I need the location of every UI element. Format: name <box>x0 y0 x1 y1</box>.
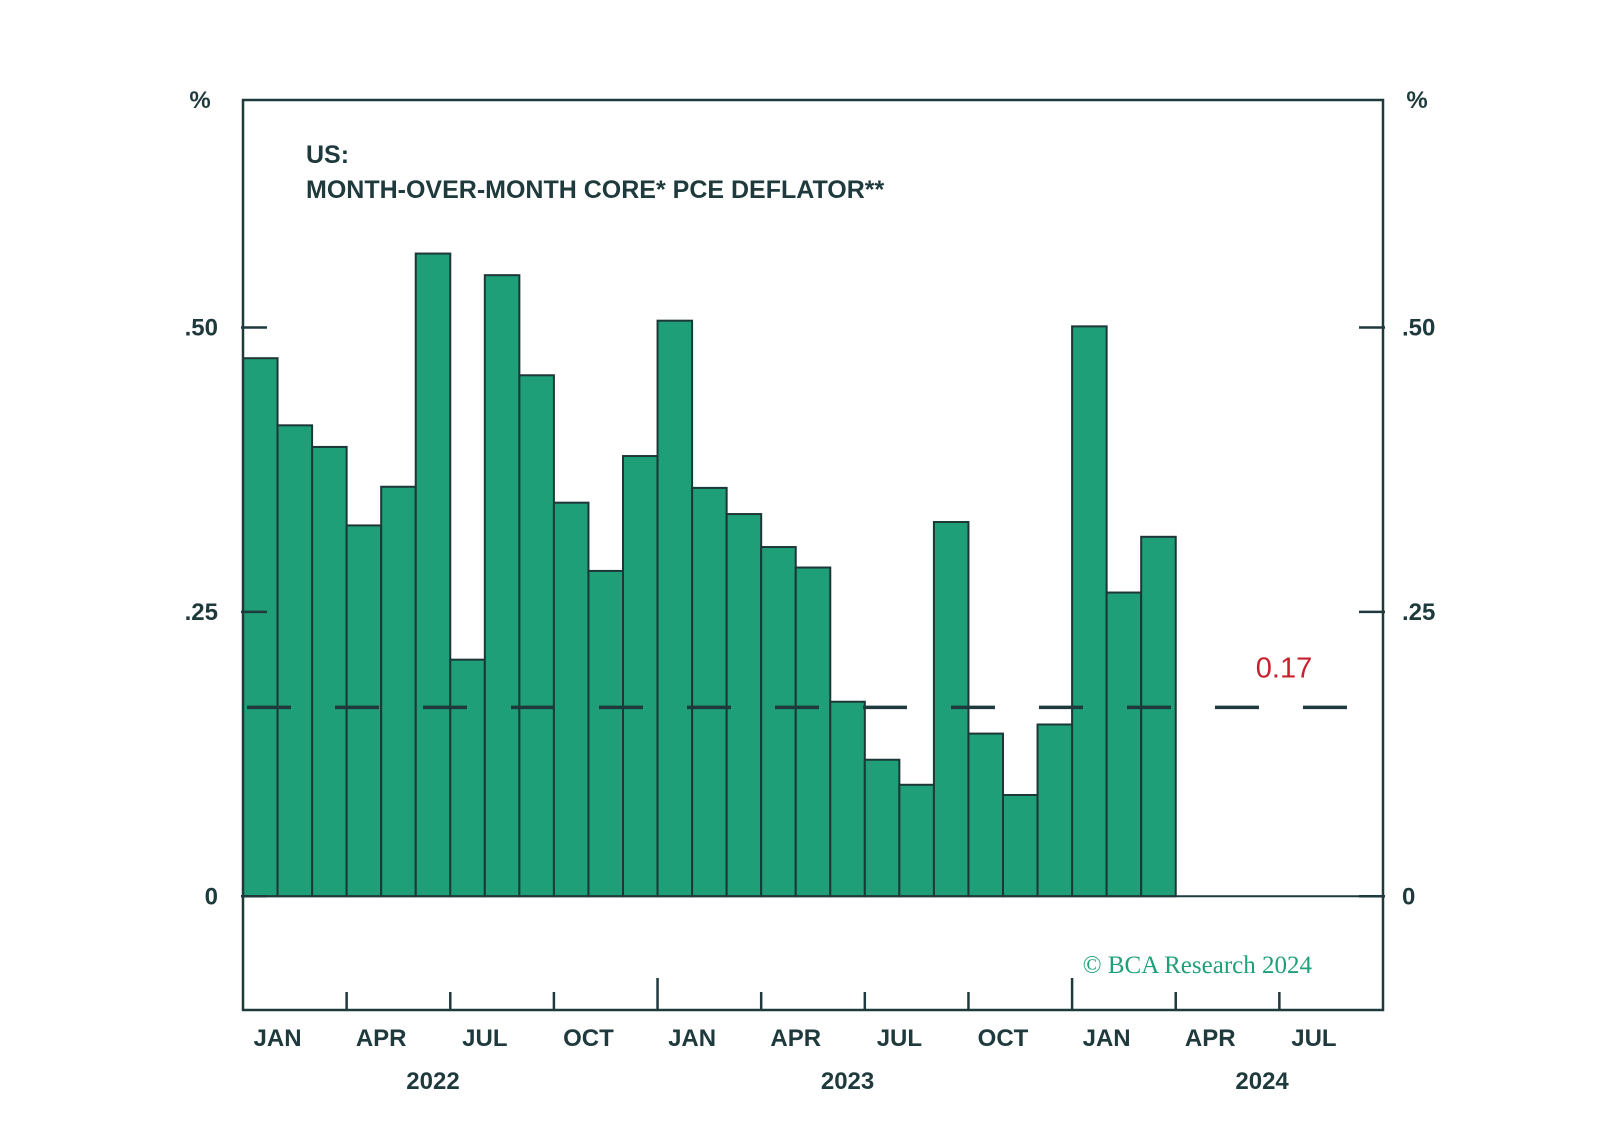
bar-2022-03 <box>311 445 348 898</box>
y-tick-label-right: .25 <box>1402 599 1435 626</box>
bar-2024-01 <box>1071 325 1108 898</box>
x-tick-label: JAN <box>668 1025 716 1052</box>
y-tick-label-left: 0 <box>205 883 218 910</box>
reference-value-label: 0.17 <box>1256 652 1312 684</box>
x-tick-label: APR <box>356 1025 407 1052</box>
bar-2022-02 <box>276 424 314 898</box>
x-tick-label: APR <box>1185 1025 1236 1052</box>
right-unit-label: % <box>1406 87 1427 114</box>
bar-2022-06 <box>414 252 452 898</box>
bar-2024-03 <box>1140 535 1177 898</box>
plot-frame <box>241 98 1385 1012</box>
x-tick-label: JUL <box>462 1025 507 1052</box>
bar-2022-09 <box>518 374 555 898</box>
bar-2023-04 <box>760 546 797 898</box>
left-unit-label: % <box>189 87 210 114</box>
bar-2022-10 <box>552 501 590 898</box>
x-tick-label: APR <box>770 1025 821 1052</box>
bar-2022-04 <box>345 524 383 898</box>
copyright-text: © BCA Research 2024 <box>1083 952 1313 979</box>
bar-2024-02 <box>1105 591 1143 898</box>
y-tick-label-right: .50 <box>1402 315 1435 342</box>
bar-2023-12 <box>1036 723 1074 898</box>
x-tick-label: OCT <box>978 1025 1029 1052</box>
y-tick-label-left: .50 <box>185 315 218 342</box>
bar-2023-10 <box>967 732 1004 898</box>
axes-group: .50 .50 .25 .25 0 0 JAN APR JUL OCT JAN APR JUL OCT JA… <box>185 98 1435 1095</box>
bar-2023-08 <box>898 783 935 898</box>
bar-2023-05 <box>794 566 832 898</box>
bar-2022-11 <box>587 569 624 898</box>
y-tick-label-left: .25 <box>185 599 218 626</box>
bar-2023-07 <box>863 758 901 898</box>
year-label-2023: 2023 <box>821 1068 874 1095</box>
bar-2022-12 <box>622 455 659 898</box>
x-tick-label: JUL <box>877 1025 922 1052</box>
bar-2023-01 <box>656 319 694 898</box>
bar-2023-11 <box>1002 794 1039 898</box>
chart-title-line2: MONTH-OVER-MONTH CORE* PCE DEFLATOR** <box>306 176 885 204</box>
x-tick-label: JUL <box>1291 1025 1336 1052</box>
year-label-2022: 2022 <box>406 1068 459 1095</box>
chart-title-line1: US: <box>306 141 349 169</box>
x-tick-label: OCT <box>563 1025 614 1052</box>
bar-2023-03 <box>725 513 763 898</box>
bar-2022-05 <box>380 485 417 898</box>
x-tick-label: JAN <box>254 1025 302 1052</box>
bar-2023-02 <box>691 486 728 898</box>
x-tick-label: JAN <box>1083 1025 1131 1052</box>
bars-group <box>242 252 1177 898</box>
y-tick-label-right: 0 <box>1402 883 1415 910</box>
bar-2022-07 <box>449 658 486 898</box>
bar-2023-06 <box>829 700 866 898</box>
bar-2022-08 <box>483 274 521 898</box>
year-label-2024: 2024 <box>1235 1068 1289 1095</box>
bar-2022-01 <box>242 357 279 898</box>
